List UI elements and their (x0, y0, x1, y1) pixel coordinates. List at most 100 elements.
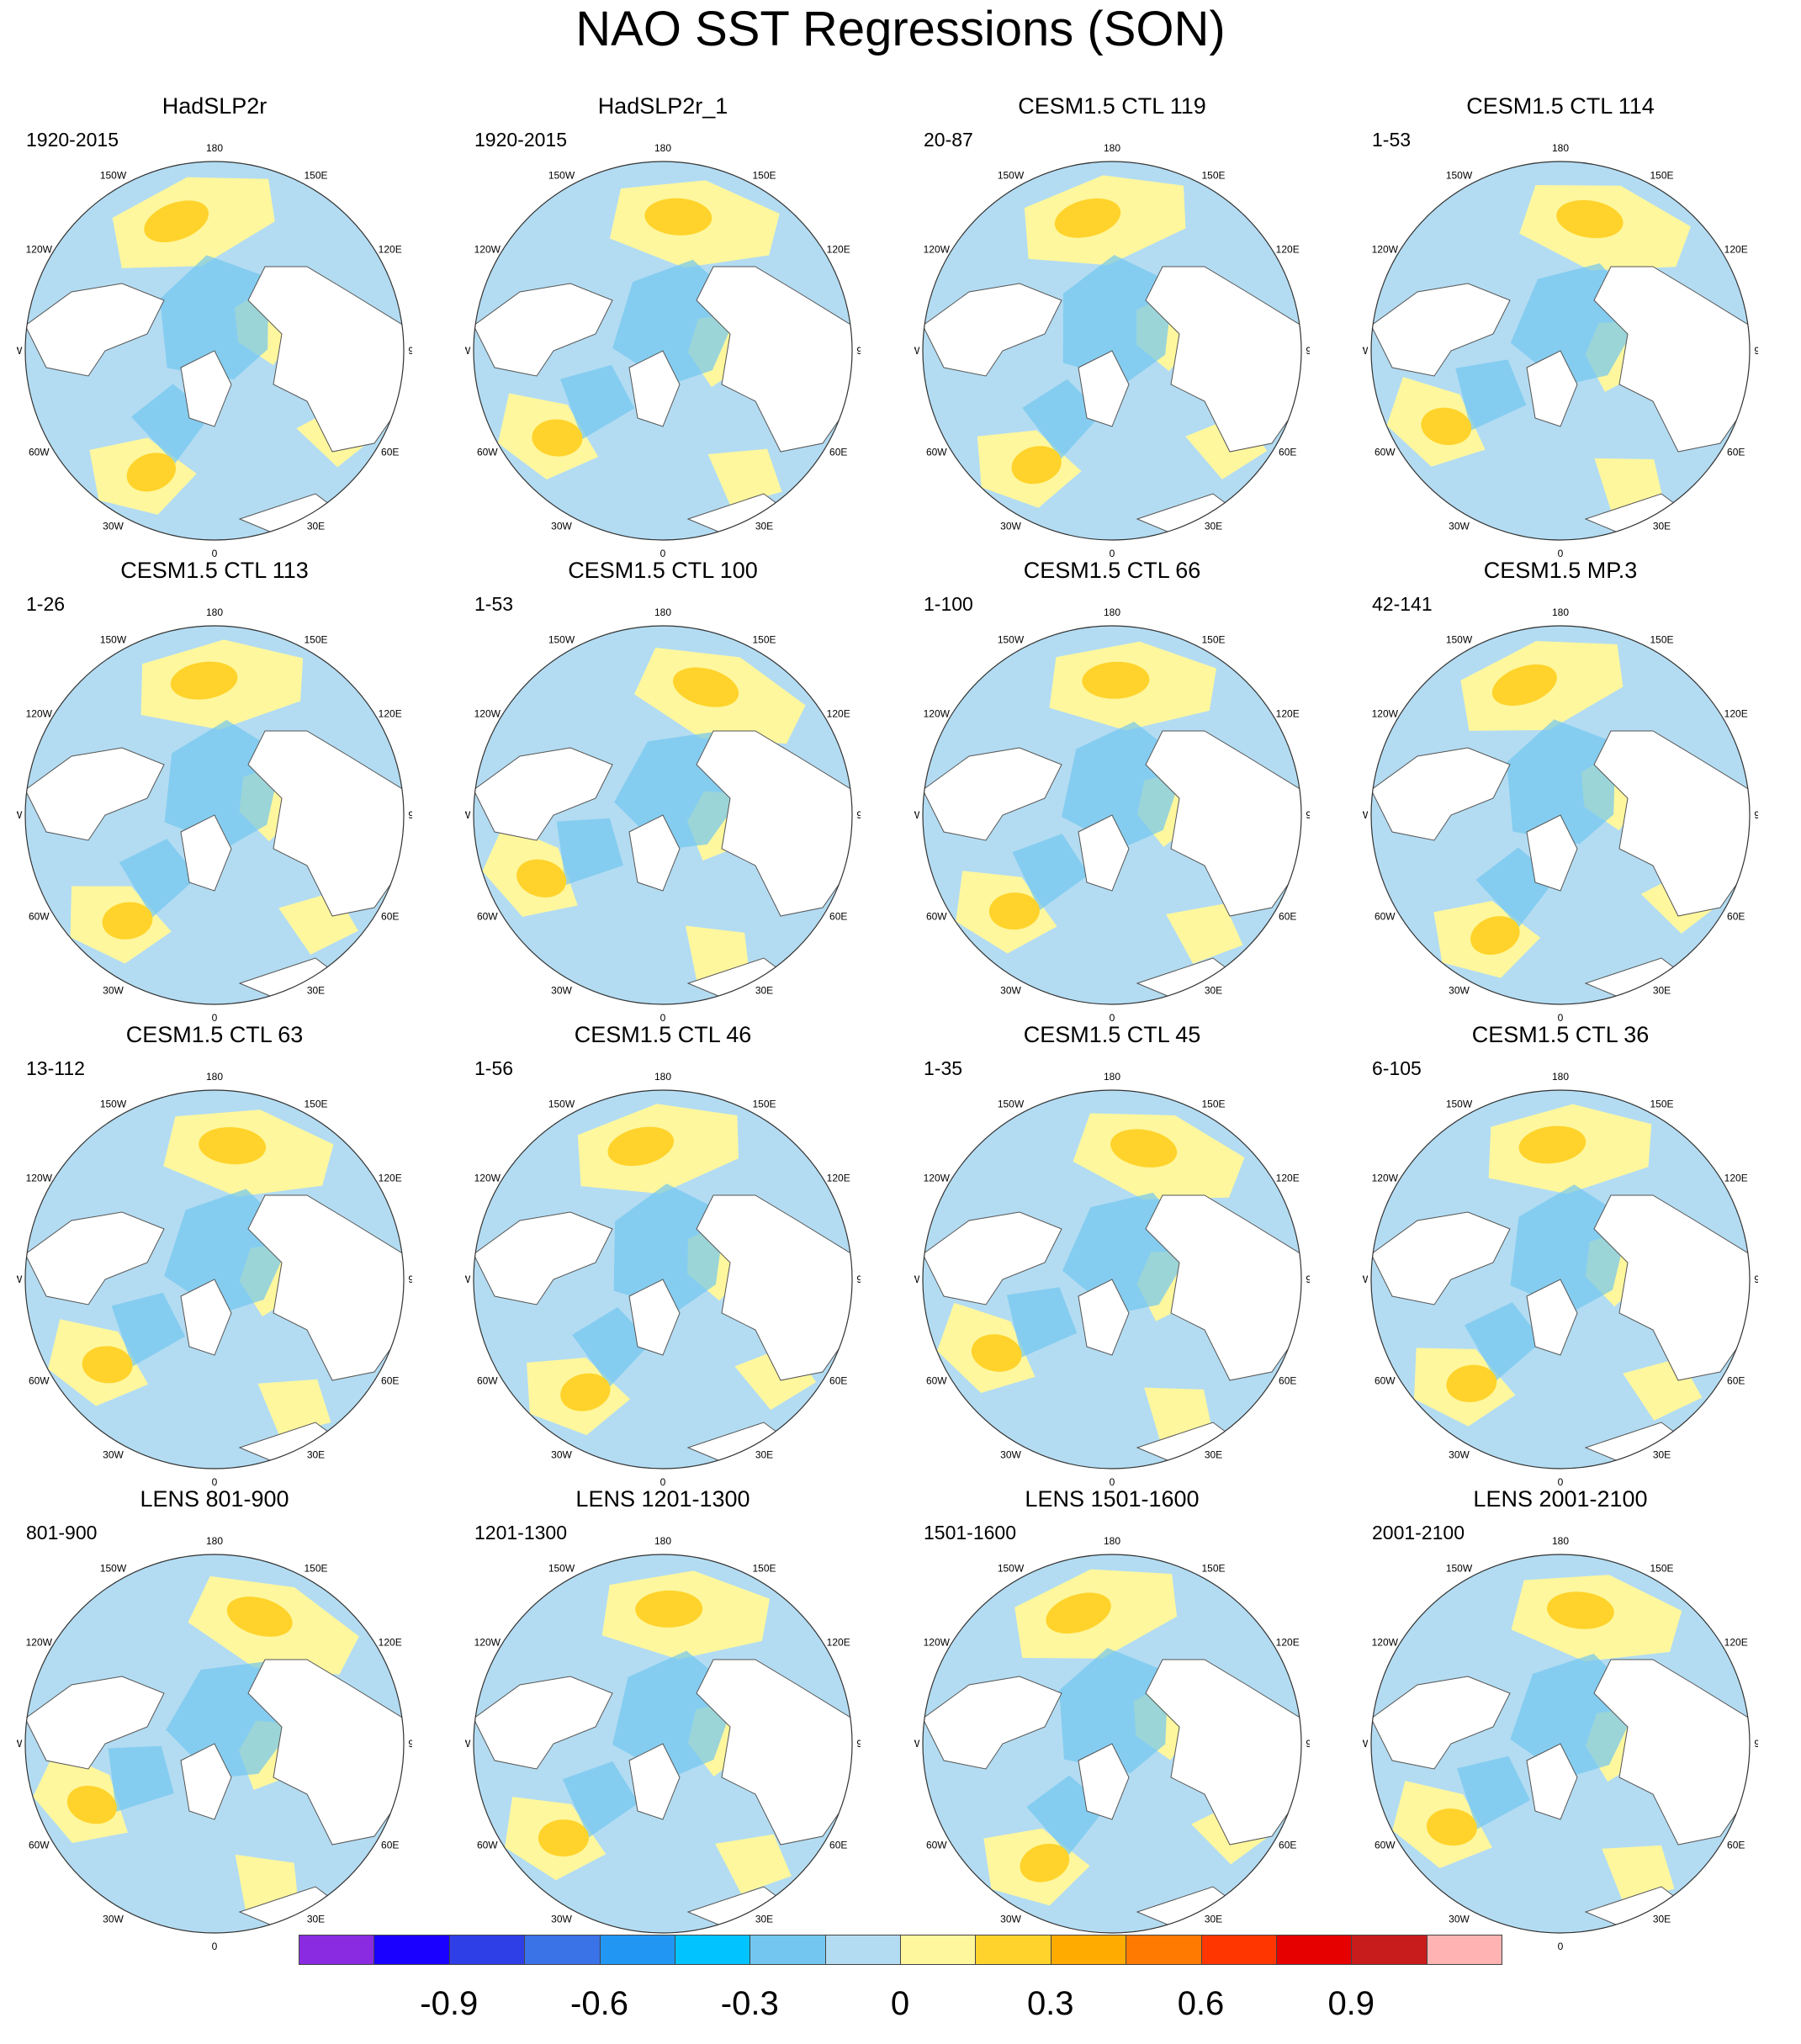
longitude-label: 60E (1279, 447, 1296, 458)
panel-title: CESM1.5 CTL 119 (1018, 93, 1206, 119)
map-panel: CESM1.5 CTL 66 1-100 180 150E 120E 90E 60E 30E 0… (914, 548, 1310, 1024)
longitude-label: 180 (1552, 1071, 1569, 1083)
polar-map: 180 150E 120E 90E 60E 30E 0 30W 60W 90W 120W 150W (17, 1535, 412, 1952)
longitude-label: 30W (551, 1914, 572, 1925)
longitude-label: 150W (548, 633, 575, 645)
longitude-label: 60E (381, 1840, 399, 1851)
map-panel: CESM1.5 CTL 46 1-56 180 150E 120E 90E 60E 30E 0 3… (465, 1013, 861, 1488)
longitude-label: 0 (660, 1012, 666, 1024)
panel-period: 1-56 (474, 1057, 514, 1079)
longitude-label: 30E (1653, 985, 1671, 997)
colorbar-tick-label: 0.6 (1177, 1985, 1225, 2022)
colorbar-box (750, 1935, 826, 1965)
longitude-label: 30E (307, 1914, 325, 1925)
polar-map: 180 150E 120E 90E 60E 30E 0 30W 60W 90W 120W 150W (17, 142, 412, 559)
longitude-label: 150W (1446, 1098, 1473, 1109)
longitude-label: 60E (1279, 911, 1296, 923)
map-panel: CESM1.5 CTL 36 6-105 180 150E 120E 90E 60E 30E 0… (1363, 1013, 1758, 1488)
longitude-label: 150W (998, 169, 1025, 181)
longitude-label: 120E (1724, 1637, 1748, 1649)
longitude-label: 120E (1276, 708, 1300, 720)
longitude-label: 30E (1653, 1914, 1671, 1925)
longitude-label: 90W (914, 1738, 920, 1750)
longitude-label: 60W (29, 447, 50, 458)
map-panel: CESM1.5 CTL 45 1-35 180 150E 120E 90E 60E 30E 0 3… (914, 1013, 1310, 1488)
panel-title: CESM1.5 CTL 63 (125, 1022, 304, 1047)
longitude-label: 150E (304, 1098, 327, 1109)
longitude-label: 90W (914, 1274, 920, 1285)
longitude-label: 150E (1201, 1562, 1225, 1574)
longitude-label: 30E (1205, 1449, 1222, 1461)
longitude-label: 0 (660, 1476, 666, 1488)
colorbar-tick-label: 0 (890, 1985, 910, 2022)
colorbar-box (1050, 1935, 1127, 1965)
longitude-label: 90W (465, 809, 471, 821)
longitude-label: 0 (1558, 1941, 1564, 1952)
longitude-label: 180 (1104, 1071, 1120, 1083)
panel-title: CESM1.5 CTL 100 (568, 558, 758, 583)
panel-title: LENS 1501-1600 (1025, 1486, 1200, 1512)
longitude-label: 90W (17, 809, 23, 821)
longitude-label: 150E (1650, 633, 1673, 645)
longitude-label: 30W (1000, 1449, 1021, 1461)
longitude-label: 150W (998, 633, 1025, 645)
longitude-label: 0 (1110, 548, 1115, 559)
panel-period: 42-141 (1372, 593, 1433, 615)
longitude-label: 30W (1000, 985, 1021, 997)
longitude-label: 150W (100, 1562, 127, 1574)
longitude-label: 180 (206, 142, 223, 154)
longitude-label: 90W (17, 345, 23, 357)
panel-title: CESM1.5 CTL 36 (1471, 1022, 1650, 1047)
longitude-label: 120W (26, 244, 53, 256)
longitude-label: 150E (1650, 1098, 1673, 1109)
longitude-label: 150E (1201, 633, 1225, 645)
longitude-label: 180 (1552, 142, 1569, 154)
longitude-label: 150W (548, 1562, 575, 1574)
longitude-label: 150E (1201, 169, 1225, 181)
longitude-label: 120E (827, 244, 850, 256)
polar-map: 180 150E 120E 90E 60E 30E 0 30W 60W 90W 120W 150W (465, 1071, 861, 1488)
longitude-label: 30E (755, 1914, 773, 1925)
longitude-label: 60E (1727, 911, 1745, 923)
longitude-label: 60E (829, 1840, 847, 1851)
longitude-label: 90E (408, 345, 412, 357)
longitude-label: 60E (1727, 1375, 1745, 1387)
longitude-label: 90E (1306, 1274, 1310, 1285)
panel-title: CESM1.5 MP.3 (1483, 558, 1638, 583)
panel-period: 1-26 (26, 593, 66, 615)
panel-period: 1501-1600 (924, 1522, 1016, 1544)
longitude-label: 90W (1363, 345, 1369, 357)
longitude-label: 0 (1558, 1476, 1564, 1488)
colorbar-box (1275, 1935, 1353, 1965)
longitude-label: 60W (477, 447, 498, 458)
longitude-label: 90E (1754, 345, 1758, 357)
longitude-label: 60W (1375, 447, 1396, 458)
longitude-label: 150W (998, 1562, 1025, 1574)
polar-map: 180 150E 120E 90E 60E 30E 0 30W 60W 90W 120W 150W (914, 1071, 1310, 1488)
panel-period: 13-112 (26, 1057, 85, 1079)
polar-map: 180 150E 120E 90E 60E 30E 0 30W 60W 90W 120W 150W (465, 606, 861, 1024)
longitude-label: 180 (1104, 142, 1120, 154)
longitude-label: 120E (1276, 244, 1300, 256)
longitude-label: 60E (1279, 1840, 1296, 1851)
panel-title: CESM1.5 CTL 66 (1023, 558, 1201, 583)
longitude-label: 120E (1724, 708, 1748, 720)
map-panel: CESM1.5 MP.3 42-141 180 150E 120E 90E 60E 30E 0 3… (1363, 548, 1758, 1024)
longitude-label: 120E (379, 244, 402, 256)
longitude-label: 60W (477, 1840, 498, 1851)
longitude-label: 30W (1000, 521, 1021, 532)
longitude-label: 0 (1110, 1012, 1115, 1024)
longitude-label: 180 (206, 1535, 223, 1547)
colorbar-box (373, 1935, 450, 1965)
longitude-label: 150E (1650, 169, 1673, 181)
panel-period: 1920-2015 (474, 129, 567, 151)
longitude-label: 180 (654, 142, 671, 154)
longitude-label: 60W (29, 1840, 50, 1851)
longitude-label: 60W (1375, 911, 1396, 923)
longitude-label: 120W (1372, 1637, 1399, 1649)
longitude-label: 30E (755, 1449, 773, 1461)
panel-period: 1-53 (474, 593, 514, 615)
longitude-label: 30E (307, 521, 325, 532)
longitude-label: 60W (926, 1375, 947, 1387)
longitude-label: 60E (1279, 1375, 1296, 1387)
